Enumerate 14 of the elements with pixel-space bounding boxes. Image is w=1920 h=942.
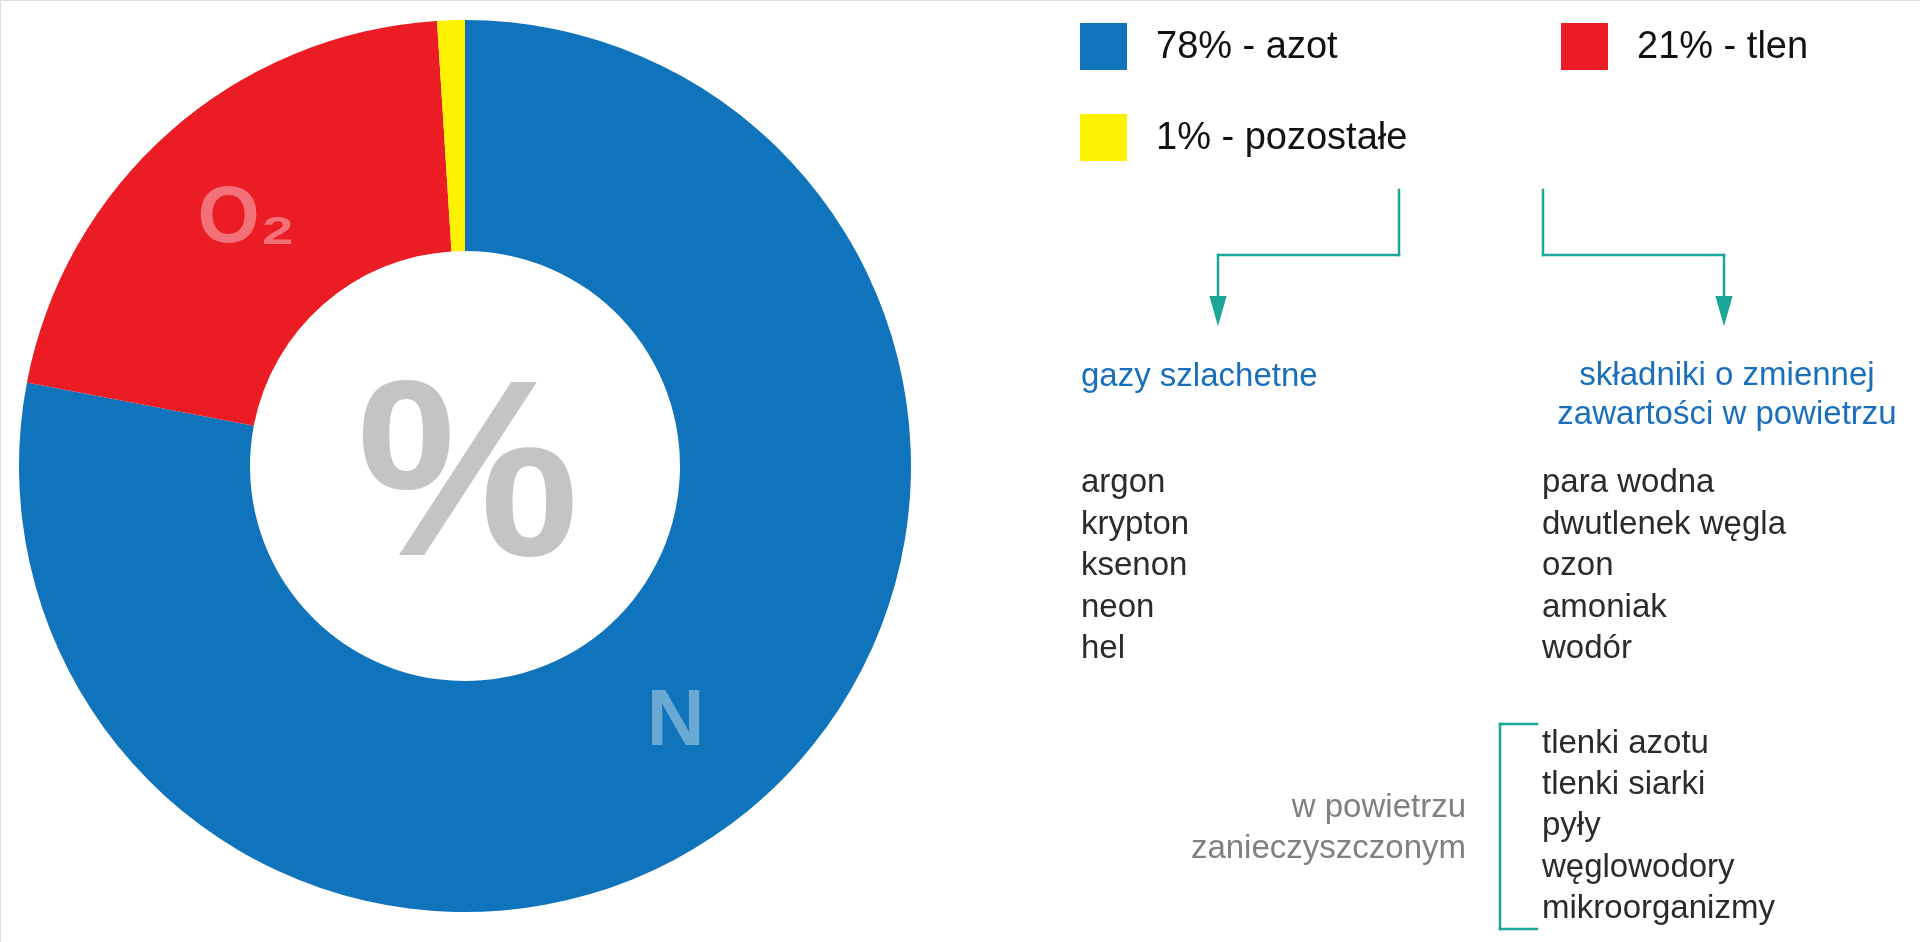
text: para wodna dwutlenek węgla ozon amoniak wodór xyxy=(1541,462,1787,665)
text: N xyxy=(646,672,705,762)
text: argon krypton ksenon neon hel xyxy=(1081,462,1190,665)
donut-slice xyxy=(19,20,911,912)
legend-label: 1% - pozostałe xyxy=(1156,114,1408,157)
text: O₂ xyxy=(197,170,296,260)
legend-label: 21% - tlen xyxy=(1637,23,1809,66)
text: tlenki azotu tlenki siarki pyły węglowodory mikroorganizmy xyxy=(1541,723,1776,925)
text: składniki o zmiennej zawartości w powietrzu xyxy=(1557,355,1897,431)
legend-label: 78% - azot xyxy=(1156,23,1339,66)
donut-slice xyxy=(437,20,465,252)
text: gazy szlachetne xyxy=(1081,356,1318,393)
text: % xyxy=(356,329,580,608)
text: w powietrzu zanieczyszczonym xyxy=(1190,787,1466,865)
